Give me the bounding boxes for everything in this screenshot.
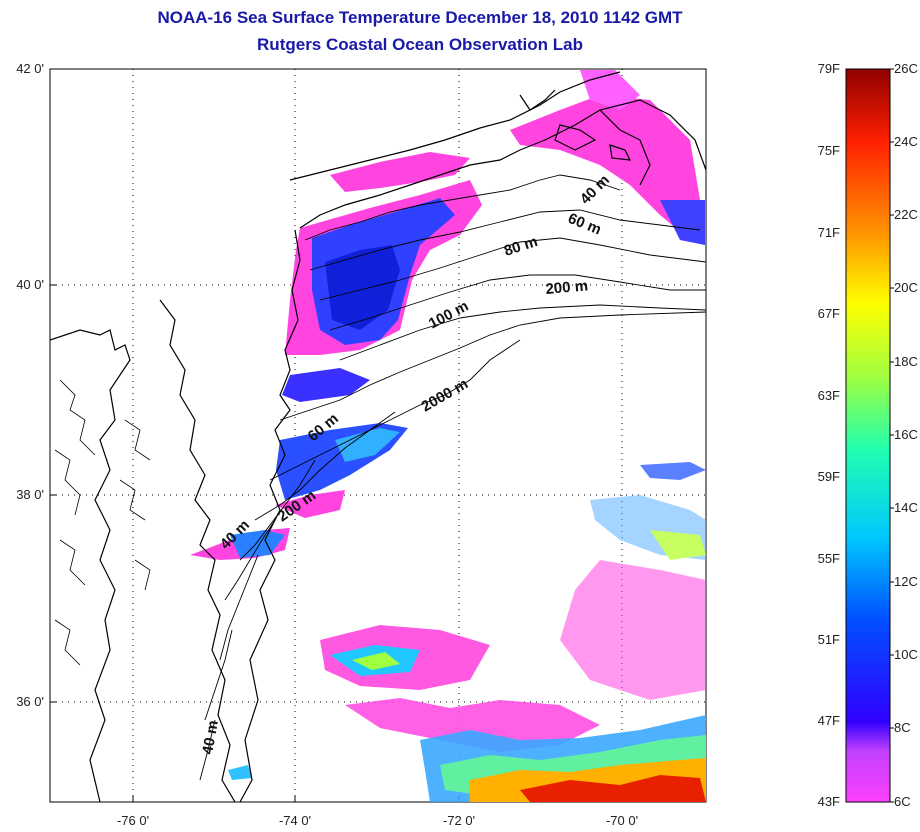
colorbar-f-label: 43F: [818, 794, 840, 809]
colorbar-c-label: 26C: [894, 61, 918, 76]
sst-patch-va-cyan: [335, 428, 400, 462]
sst-patch-offshore-b: [345, 698, 600, 752]
colorbar-c-label: 10C: [894, 647, 918, 662]
map-title: NOAA-16 Sea Surface Temperature December…: [157, 8, 683, 27]
sst-patch-offshore-a-green: [352, 652, 400, 670]
lat-tick-label: 42 0': [16, 61, 44, 76]
colorbar-f-label: 51F: [818, 632, 840, 647]
colorbar-gradient: [845, 68, 891, 803]
sst-patch-delaware: [282, 368, 370, 402]
sst-patch-ne-blue: [660, 200, 705, 245]
colorbar-f-ticks: 79F 75F 71F 67F 63F 59F 55F 51F 47F 43F: [818, 61, 840, 809]
lat-tick-label: 38 0': [16, 487, 44, 502]
colorbar-c-ticks: [890, 68, 894, 803]
colorbar-c-label: 8C: [894, 720, 911, 735]
colorbar-f-label: 59F: [818, 469, 840, 484]
colorbar-c-labels: 26C 24C 22C 20C 18C 16C 14C 12C 10C 8C 6…: [894, 61, 918, 809]
lon-axis-labels: -76 0' -74 0' -72 0' -70 0': [117, 813, 638, 828]
colorbar-c-label: 16C: [894, 427, 918, 442]
lat-tick-label: 36 0': [16, 694, 44, 709]
colorbar-f-label: 47F: [818, 713, 840, 728]
colorbar-c-label: 18C: [894, 354, 918, 369]
lon-tick-label: -72 0': [443, 813, 475, 828]
isobath-label-40m-south: 40 m: [199, 719, 222, 756]
sst-patch-offshore-hot: [520, 775, 706, 802]
colorbar: 79F 75F 71F 67F 63F 59F 55F 51F 47F 43F …: [818, 61, 918, 809]
colorbar-f-label: 67F: [818, 306, 840, 321]
colorbar-c-label: 22C: [894, 207, 918, 222]
colorbar-c-label: 14C: [894, 500, 918, 515]
isobaths: [199, 174, 706, 781]
lon-tick-label: -76 0': [117, 813, 149, 828]
colorbar-c-label: 20C: [894, 280, 918, 295]
lat-axis-labels: 42 0' 40 0' 38 0' 36 0': [16, 61, 44, 709]
sst-patch-ne-inner: [580, 70, 640, 110]
sst-patch-mid: [275, 490, 345, 518]
coastline: [50, 71, 706, 802]
sst-patch-east-d: [640, 462, 706, 480]
inland-waterways: [54, 379, 151, 666]
colorbar-f-label: 75F: [818, 143, 840, 158]
lon-tick-label: -70 0': [606, 813, 638, 828]
colorbar-f-label: 55F: [818, 551, 840, 566]
colorbar-f-label: 63F: [818, 388, 840, 403]
colorbar-c-label: 6C: [894, 794, 911, 809]
lat-tick-label: 40 0': [16, 277, 44, 292]
sst-patch-nc-blue: [230, 530, 285, 558]
colorbar-c-label: 24C: [894, 134, 918, 149]
colorbar-f-label: 71F: [818, 225, 840, 240]
sst-patch-small: [228, 765, 252, 780]
colorbar-c-label: 12C: [894, 574, 918, 589]
sst-patch-blue-core: [325, 245, 400, 330]
map-subtitle: Rutgers Coastal Ocean Observation Lab: [257, 35, 583, 54]
lon-tick-label: -74 0': [279, 813, 311, 828]
colorbar-f-label: 79F: [818, 61, 840, 76]
sst-patch-east-c: [650, 530, 706, 560]
sst-patch-li: [330, 152, 470, 192]
graticule: [50, 69, 706, 802]
sst-patch-east-b: [560, 560, 706, 700]
isobath-label-200m-ne: 200 m: [545, 277, 589, 298]
